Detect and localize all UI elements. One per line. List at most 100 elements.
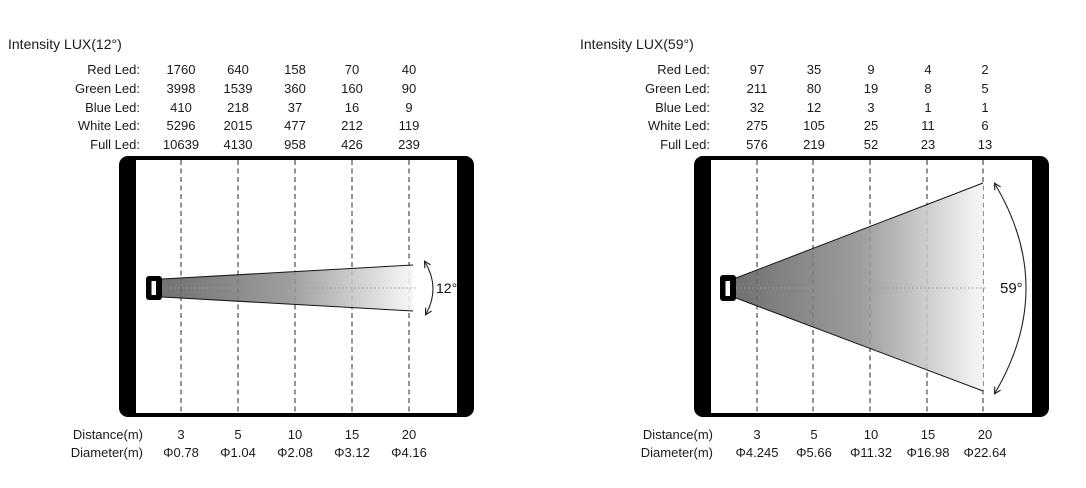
beam-panel-12deg: Intensity LUX(12°) Red Led: 1760 640 158…	[0, 0, 510, 488]
led-value: 23	[920, 137, 936, 152]
beam-diagram: 12°	[119, 156, 474, 417]
led-value: 477	[284, 118, 306, 133]
beam-cone	[736, 183, 983, 391]
led-value: 211	[746, 81, 768, 96]
led-value: 360	[284, 81, 306, 96]
led-value: 576	[746, 137, 768, 152]
diameter-row: Diameter(m) Φ0.78 Φ1.04 Φ2.08 Φ3.12 Φ4.1…	[0, 445, 500, 460]
distance-label: Distance(m)	[642, 427, 713, 442]
led-row-label: Green Led:	[644, 81, 710, 96]
led-value: 1539	[223, 81, 253, 96]
led-value: 2015	[223, 118, 253, 133]
beam-cone-edges	[735, 182, 984, 392]
led-row-label: Full Led:	[90, 137, 140, 152]
diameter-value: Φ16.98	[906, 445, 950, 460]
diameter-value: Φ1.04	[220, 445, 256, 460]
led-value: 212	[341, 118, 363, 133]
led-value: 4130	[223, 137, 253, 152]
led-row: White Led: 5296 2015 477 212 119	[0, 118, 500, 133]
led-value: 12	[806, 100, 822, 115]
distance-value: 10	[863, 427, 879, 442]
led-value: 640	[227, 62, 249, 77]
diameter-value: Φ11.32	[850, 445, 892, 460]
led-value: 1	[981, 100, 989, 115]
led-value: 37	[287, 100, 303, 115]
distance-row: Distance(m) 3 5 10 15 20	[0, 427, 500, 442]
diameter-value: Φ2.08	[277, 445, 313, 460]
led-value: 275	[746, 118, 768, 133]
beam-angle-arc	[425, 262, 434, 314]
led-value: 9	[405, 100, 413, 115]
led-row-label: Blue Led:	[655, 100, 710, 115]
beam-diagram: 59°	[694, 156, 1049, 417]
led-value: 3	[867, 100, 875, 115]
panel-title: Intensity LUX(59°)	[580, 36, 694, 52]
led-value: 35	[806, 62, 822, 77]
led-value: 25	[863, 118, 879, 133]
led-row-label: White Led:	[77, 118, 140, 133]
light-fixture-icon	[146, 276, 162, 300]
diameter-value: Φ4.16	[391, 445, 427, 460]
beam-angle-arc	[995, 184, 1027, 393]
led-value: 19	[863, 81, 879, 96]
led-row-label: Blue Led:	[85, 100, 140, 115]
distance-value: 3	[753, 427, 761, 442]
led-value: 5	[981, 81, 989, 96]
led-row: White Led: 275 105 25 11 6	[576, 118, 1076, 133]
diameter-value: Φ22.64	[963, 445, 1007, 460]
led-value: 3998	[166, 81, 196, 96]
distance-value: 10	[287, 427, 303, 442]
led-value: 1760	[166, 62, 196, 77]
led-row: Red Led: 1760 640 158 70 40	[0, 62, 500, 77]
distance-label: Distance(m)	[72, 427, 143, 442]
led-row: Red Led: 97 35 9 4 2	[576, 62, 1076, 77]
distance-value: 3	[177, 427, 185, 442]
beam-cone-edges	[161, 264, 414, 312]
led-value: 13	[977, 137, 993, 152]
diameter-value: Φ5.66	[796, 445, 832, 460]
light-fixture-icon	[720, 275, 736, 301]
distance-value: 20	[401, 427, 417, 442]
led-value: 16	[344, 100, 360, 115]
led-value: 958	[284, 137, 306, 152]
led-value: 10639	[162, 137, 200, 152]
led-value: 70	[344, 62, 360, 77]
led-value: 410	[170, 100, 192, 115]
diameter-label: Diameter(m)	[70, 445, 143, 460]
distance-value: 20	[977, 427, 993, 442]
led-row: Blue Led: 410 218 37 16 9	[0, 100, 500, 115]
led-value: 5296	[166, 118, 196, 133]
led-value: 52	[863, 137, 879, 152]
led-row: Green Led: 211 80 19 8 5	[576, 81, 1076, 96]
distance-value: 15	[920, 427, 936, 442]
led-value: 158	[284, 62, 306, 77]
led-row-label: Red Led:	[657, 62, 710, 77]
led-value: 40	[401, 62, 417, 77]
led-value: 32	[749, 100, 765, 115]
led-value: 11	[921, 118, 935, 133]
led-row-label: Red Led:	[87, 62, 140, 77]
diameter-row: Diameter(m) Φ4.245 Φ5.66 Φ11.32 Φ16.98 Φ…	[576, 445, 1076, 460]
led-row: Full Led: 576 219 52 23 13	[576, 137, 1076, 152]
led-value: 90	[401, 81, 417, 96]
led-value: 426	[341, 137, 363, 152]
led-row: Green Led: 3998 1539 360 160 90	[0, 81, 500, 96]
led-value: 105	[803, 118, 825, 133]
led-value: 119	[398, 118, 420, 133]
panel-title: Intensity LUX(12°)	[8, 36, 122, 52]
distance-value: 5	[234, 427, 242, 442]
distance-row: Distance(m) 3 5 10 15 20	[576, 427, 1076, 442]
led-row-label: Green Led:	[74, 81, 140, 96]
led-value: 97	[749, 62, 765, 77]
diameter-label: Diameter(m)	[640, 445, 713, 460]
distance-value: 15	[344, 427, 360, 442]
led-value: 6	[981, 118, 989, 133]
led-value: 160	[341, 81, 363, 96]
distance-value: 5	[810, 427, 818, 442]
diameter-value: Φ0.78	[163, 445, 199, 460]
led-value: 1	[924, 100, 932, 115]
led-value: 219	[803, 137, 825, 152]
led-value: 218	[227, 100, 249, 115]
led-row-label: Full Led:	[660, 137, 710, 152]
